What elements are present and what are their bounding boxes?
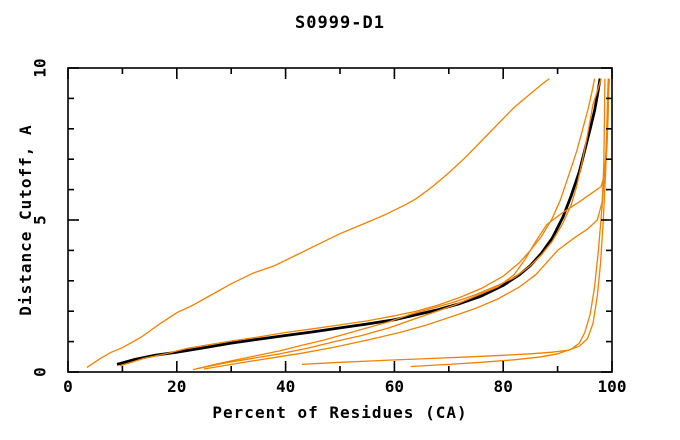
x-tick-label-100: 100 <box>597 377 627 396</box>
model-curve-band1 <box>192 78 602 371</box>
model-curve-flat2 <box>410 78 610 368</box>
chart-title: S0999-D1 <box>295 13 385 33</box>
y-tick-label-5: 5 <box>30 215 50 225</box>
axis-frame <box>67 67 613 373</box>
plot-box <box>67 67 613 373</box>
y-tick-label-10: 10 <box>30 58 50 78</box>
curve-group <box>86 78 610 371</box>
x-tick-label-60: 60 <box>384 377 405 396</box>
model-curve-band2 <box>198 78 610 370</box>
model-curve-hug <box>119 78 596 367</box>
x-tick-label-0: 0 <box>63 377 73 396</box>
y-tick-label-0: 0 <box>30 367 50 377</box>
model-curve-flat1 <box>301 78 609 366</box>
x-axis-label: Percent of Residues (CA) <box>212 403 468 422</box>
model-curve-band3 <box>203 78 606 370</box>
x-tick-label-80: 80 <box>493 377 513 396</box>
x-tick-label-40: 40 <box>275 377 296 396</box>
model-curve-steep <box>86 78 550 368</box>
x-tick-label-20: 20 <box>167 377 187 396</box>
